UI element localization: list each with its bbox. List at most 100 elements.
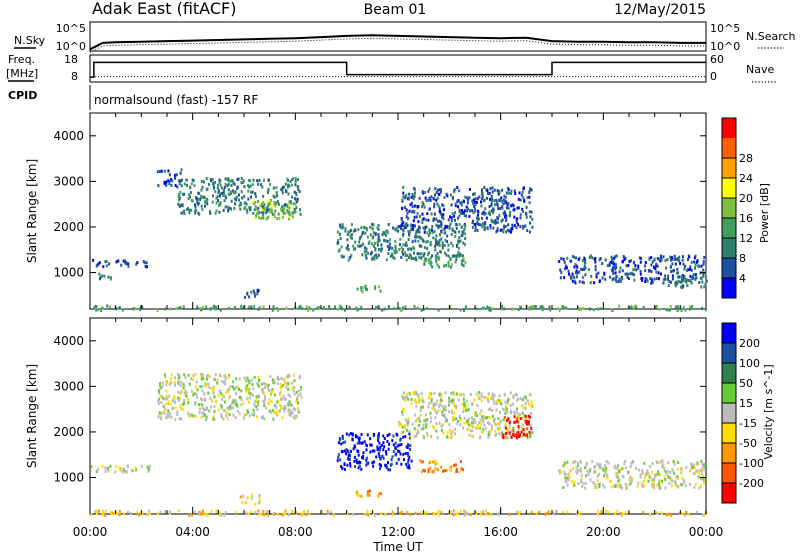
echo-cell: [296, 185, 299, 189]
echo-cell: [168, 415, 171, 419]
echo-cell: [249, 184, 252, 188]
echo-cell: [504, 411, 507, 415]
echo-cell: [270, 388, 273, 392]
echo-cell: [252, 211, 255, 215]
beam-title: Beam 01: [364, 2, 427, 18]
echo-cell: [399, 512, 402, 515]
echo-cell: [207, 391, 210, 395]
echo-cell: [370, 250, 373, 254]
echo-cell: [701, 477, 704, 481]
echo-cell: [407, 247, 410, 251]
echo-cell: [454, 260, 457, 264]
echo-cell: [470, 421, 473, 425]
echo-cell: [675, 475, 678, 479]
echo-cell: [284, 509, 287, 513]
echo-cell: [386, 229, 389, 233]
echo-cell: [412, 197, 415, 201]
echo-cell: [477, 223, 480, 226]
echo-cell: [300, 395, 303, 399]
echo-cell: [456, 469, 458, 473]
echo-cell: [194, 209, 197, 212]
echo-cell: [582, 267, 585, 271]
echo-cell: [426, 212, 429, 216]
echo-cell: [241, 501, 244, 505]
echo-cell: [258, 384, 260, 388]
echo-cell: [422, 308, 425, 311]
echo-cell: [703, 463, 706, 467]
echo-cell: [405, 223, 407, 227]
echo-cell: [656, 257, 659, 261]
echo-cell: [144, 264, 147, 268]
echo-cell: [420, 256, 423, 260]
echo-cell: [683, 480, 686, 484]
echo-cell: [299, 306, 301, 310]
echo-cell: [700, 285, 703, 289]
echo-cell: [401, 412, 404, 416]
echo-cell: [229, 404, 232, 408]
echo-cell: [264, 406, 267, 410]
echo-cell: [277, 308, 280, 312]
echo-cell: [461, 402, 464, 406]
echo-cell: [495, 198, 498, 202]
echo-cell: [365, 256, 368, 260]
echo-cell: [474, 229, 477, 232]
echo-cell: [419, 459, 422, 463]
echo-cell: [488, 306, 491, 310]
echo-cell: [101, 513, 104, 517]
echo-cell: [434, 467, 437, 471]
echo-cell: [205, 384, 208, 388]
echo-cell: [430, 434, 433, 438]
echo-cell: [104, 513, 107, 517]
echo-cell: [631, 272, 634, 276]
echo-cell: [417, 396, 420, 400]
echo-cell: [376, 226, 379, 230]
echo-cell: [356, 449, 359, 453]
echo-cell: [500, 228, 503, 232]
echo-cell: [408, 429, 411, 433]
echo-cell: [247, 197, 250, 201]
echo-cell: [282, 377, 285, 381]
echo-cell: [191, 413, 194, 417]
echo-cell: [675, 483, 678, 487]
echo-cell: [444, 225, 447, 229]
echo-cell: [417, 416, 420, 420]
echo-cell: [295, 191, 298, 195]
echo-cell: [459, 509, 462, 513]
echo-cell: [407, 238, 410, 241]
echo-cell: [548, 509, 551, 513]
echo-cell: [297, 409, 300, 413]
echo-cell: [183, 182, 186, 186]
echo-cell: [417, 220, 420, 224]
echo-cell: [200, 307, 203, 311]
echo-cell: [246, 291, 249, 295]
echo-cell: [480, 399, 483, 403]
echo-cell: [601, 262, 604, 265]
echo-cell: [226, 406, 229, 410]
echo-cell: [513, 189, 516, 193]
echo-cell: [438, 421, 441, 425]
echo-cell: [464, 403, 467, 407]
echo-cell: [402, 191, 405, 195]
echo-cell: [294, 197, 297, 201]
echo-cell: [679, 261, 682, 265]
noise-left-tick-bottom: 10^0: [56, 40, 86, 53]
echo-cell: [450, 232, 453, 236]
echo-cell: [464, 306, 467, 310]
echo-cell: [566, 256, 569, 260]
echo-cell: [420, 308, 423, 312]
echo-cell: [228, 206, 231, 210]
echo-cell: [438, 219, 441, 223]
echo-cell: [695, 469, 698, 473]
echo-cell: [678, 275, 681, 279]
echo-cell: [122, 259, 125, 263]
echo-cell: [230, 190, 232, 194]
echo-cell: [339, 458, 342, 462]
echo-cell: [222, 191, 225, 195]
echo-cell: [506, 206, 508, 210]
echo-cell: [403, 396, 406, 400]
echo-cell: [655, 277, 658, 281]
echo-cell: [497, 417, 500, 421]
echo-cell: [698, 281, 701, 284]
echo-cell: [484, 509, 487, 513]
echo-cell: [284, 406, 287, 410]
